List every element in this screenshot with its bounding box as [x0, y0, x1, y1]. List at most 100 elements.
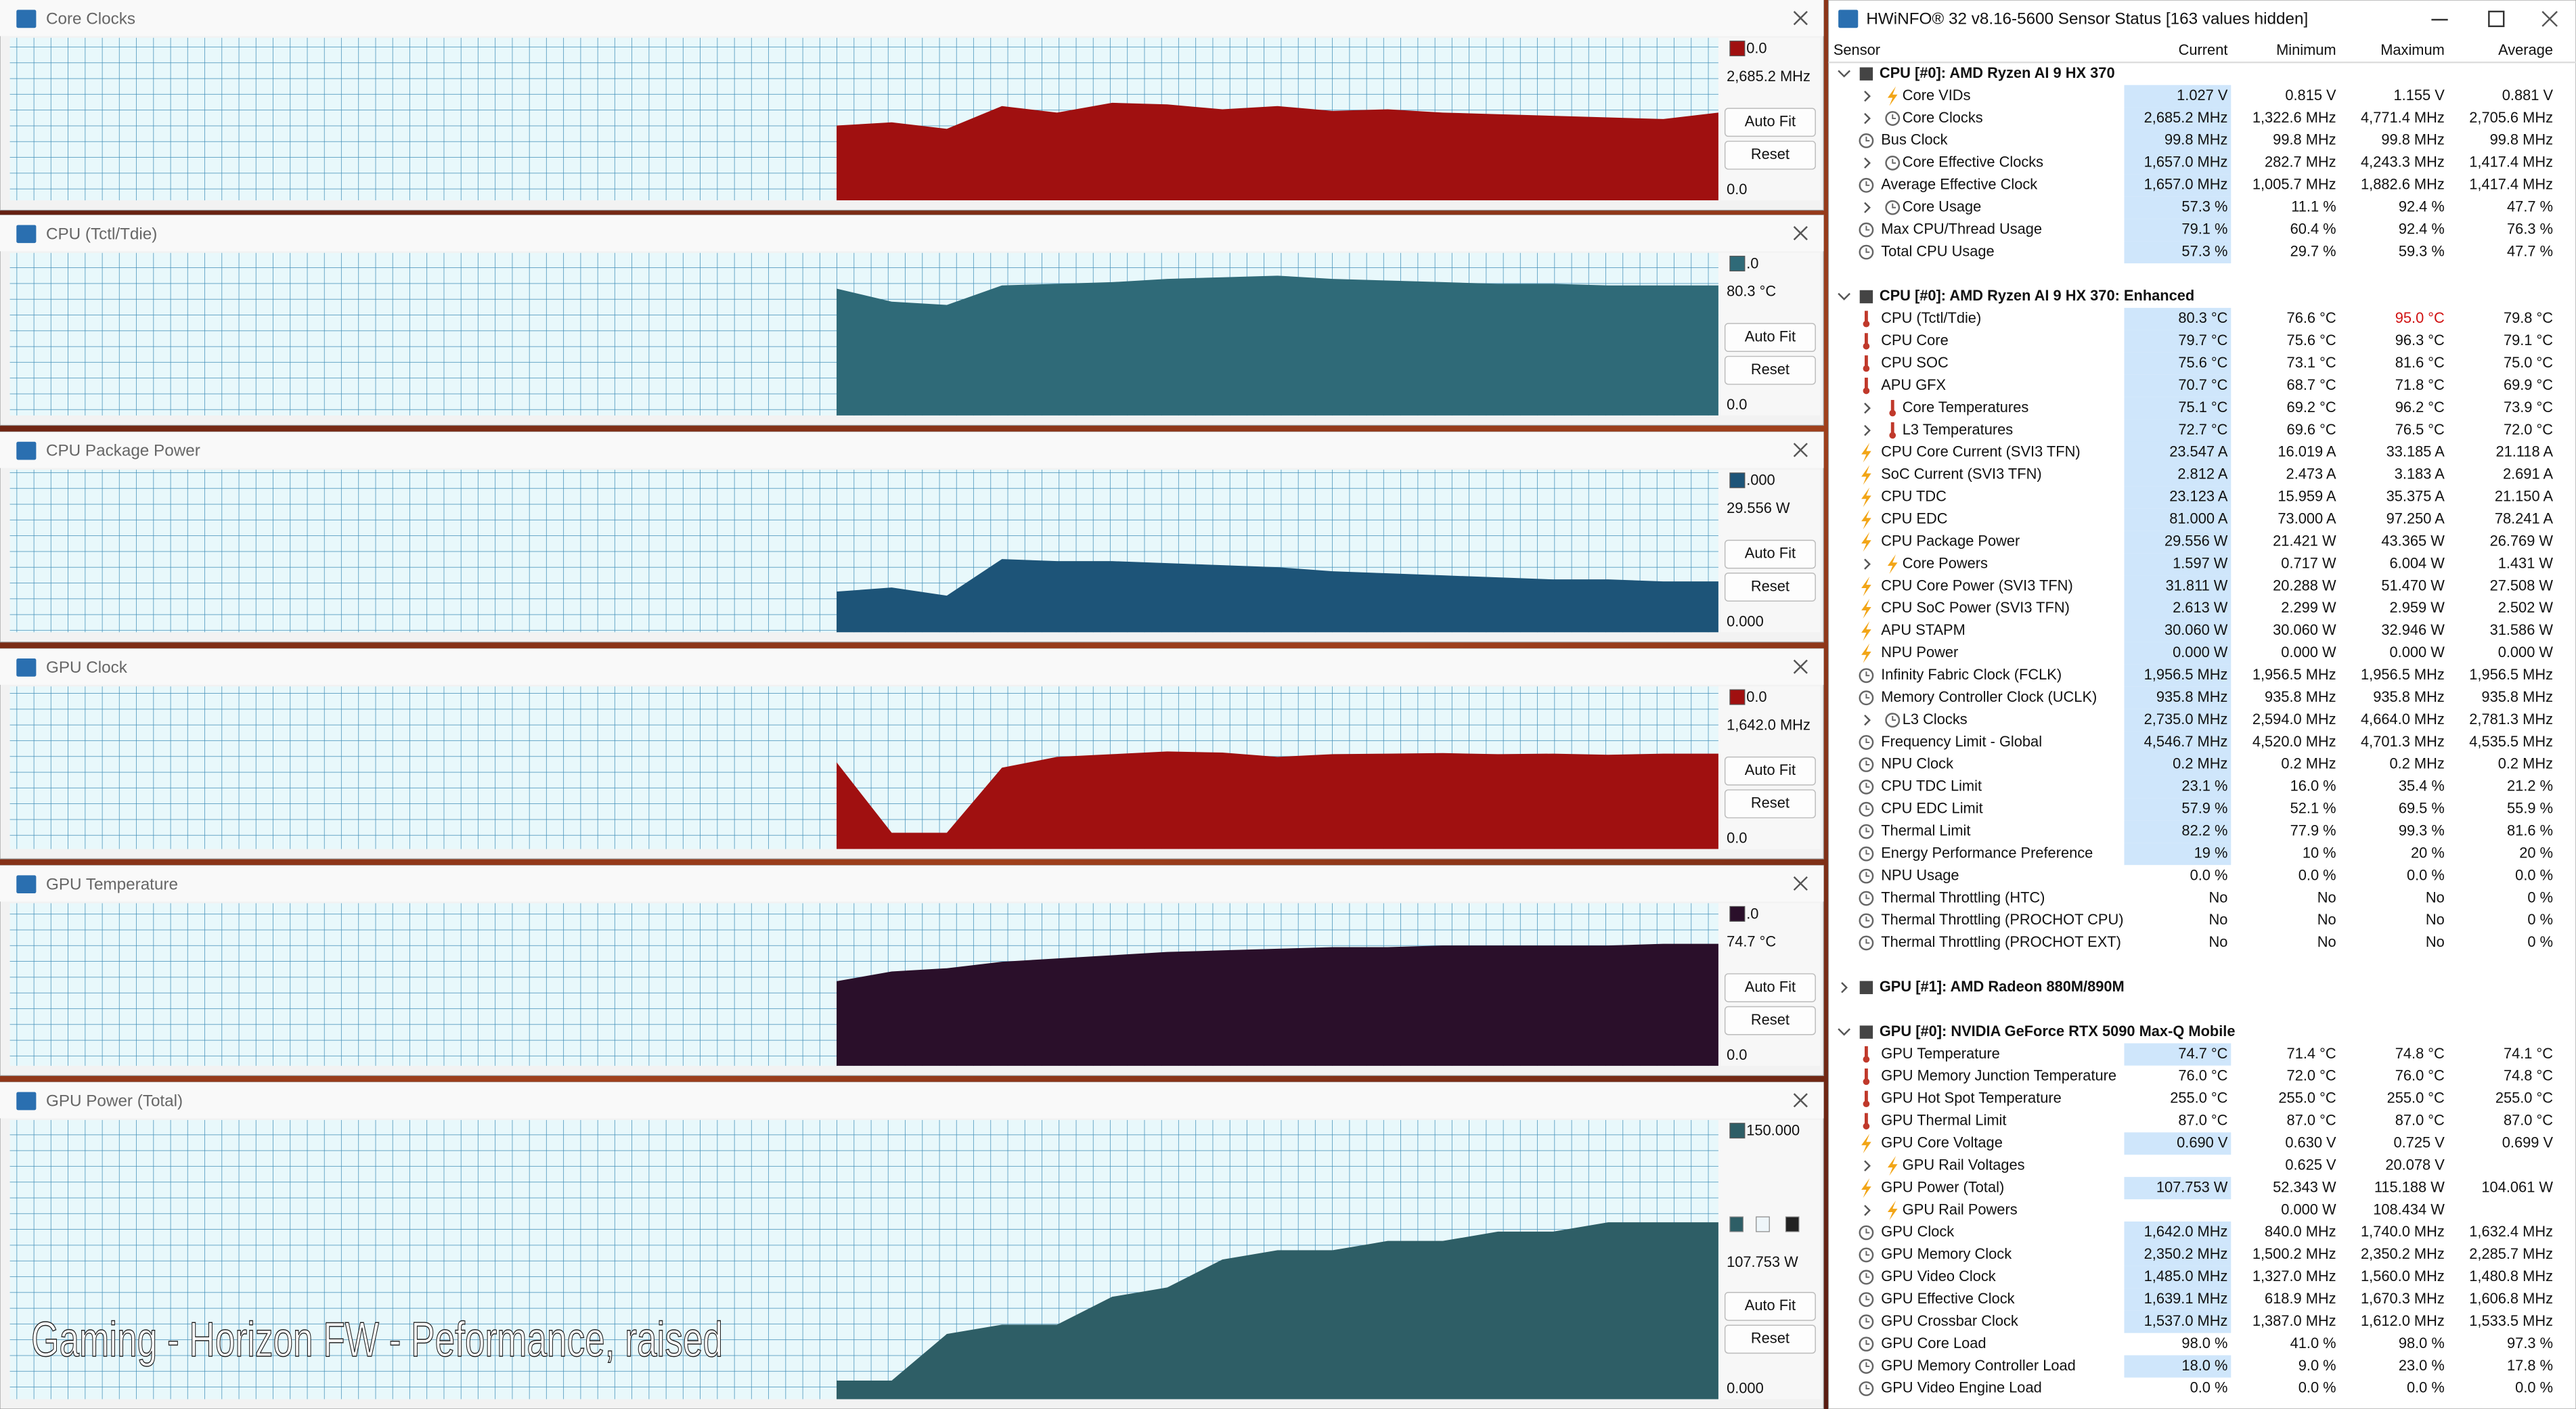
- sensor-value: 935.8 MHz: [2373, 688, 2445, 705]
- column-header[interactable]: Current: [2179, 41, 2228, 58]
- expand-arrow[interactable]: [1864, 558, 1871, 570]
- sensor-name: CPU (Tctl/Tdie): [1881, 309, 1981, 326]
- button[interactable]: [1724, 789, 1816, 819]
- button[interactable]: [1724, 140, 1816, 170]
- sensor-value: 1,606.8 MHz: [2469, 1290, 2553, 1307]
- sensor-value: 74.1 °C: [2504, 1045, 2553, 1062]
- expand-arrow[interactable]: [1864, 714, 1871, 726]
- close-button[interactable]: [1793, 659, 1808, 674]
- color-swatch[interactable]: [1785, 1216, 1800, 1232]
- current-label: 80.3 °C: [1727, 283, 1776, 300]
- expand-arrow[interactable]: [1864, 90, 1871, 102]
- title-bar: [0, 432, 1824, 468]
- button-label: Reset: [1751, 1011, 1790, 1028]
- clock-icon: [1859, 690, 1874, 706]
- clock-icon: [1865, 1362, 1870, 1368]
- expand-arrow[interactable]: [1864, 202, 1871, 213]
- button[interactable]: [1724, 973, 1816, 1002]
- sensor-value: 69.5 %: [2399, 800, 2445, 817]
- sensor-value: 92.4 %: [2399, 220, 2445, 237]
- app-icon: [16, 441, 37, 460]
- color-swatch[interactable]: [1729, 689, 1746, 705]
- sensor-value: 97.3 %: [2507, 1335, 2553, 1351]
- column-header[interactable]: Minimum: [2276, 41, 2336, 58]
- clock-icon: [1865, 1228, 1870, 1234]
- collapse-arrow[interactable]: [1838, 292, 1850, 300]
- sensor-value: 71.8 °C: [2395, 376, 2445, 393]
- sensor-value: 95.0 °C: [2395, 309, 2445, 326]
- close-button[interactable]: [1793, 226, 1808, 241]
- sensor-value: No: [2317, 911, 2336, 928]
- color-swatch[interactable]: [1729, 905, 1746, 922]
- expand-arrow[interactable]: [1864, 112, 1871, 125]
- button[interactable]: [1724, 756, 1816, 786]
- button[interactable]: [1724, 1006, 1816, 1035]
- expand-arrow[interactable]: [1864, 424, 1871, 437]
- close-button[interactable]: [2541, 11, 2558, 27]
- sensor-value: 255.0 °C: [2387, 1090, 2445, 1106]
- close-button[interactable]: [1793, 1093, 1808, 1108]
- group-header[interactable]: GPU [#0]: NVIDIA GeForce RTX 5090 Max-Q …: [1880, 1023, 2236, 1039]
- sensor-value: 0.2 MHz: [2498, 755, 2553, 772]
- sensor-value: 57.3 %: [2181, 198, 2227, 215]
- title-bar: [0, 865, 1824, 902]
- expand-arrow[interactable]: [1864, 1205, 1871, 1216]
- button-label: Auto Fit: [1745, 545, 1796, 562]
- sensor-value: 81.000 A: [2169, 510, 2228, 527]
- sensor-value: 108.434 W: [2373, 1201, 2445, 1217]
- collapse-arrow[interactable]: [1838, 1028, 1850, 1036]
- button[interactable]: [1724, 323, 1816, 353]
- clock-icon: [1865, 872, 1870, 877]
- sensor-name: GPU Core Load: [1881, 1335, 1986, 1351]
- close-button[interactable]: [1793, 443, 1808, 457]
- sensor-value: 1,639.1 MHz: [2144, 1290, 2228, 1307]
- sensor-name: CPU Core: [1881, 332, 1948, 349]
- maximize-button[interactable]: [2488, 10, 2505, 28]
- color-swatch[interactable]: [1729, 255, 1746, 271]
- sensor-value: 2,735.0 MHz: [2144, 711, 2228, 728]
- button[interactable]: [1724, 355, 1816, 385]
- sensor-value: 55.9 %: [2507, 800, 2553, 817]
- expand-arrow[interactable]: [1864, 1160, 1871, 1171]
- graph-area: [837, 943, 1718, 1066]
- group-header[interactable]: CPU [#0]: AMD Ryzen AI 9 HX 370: Enhance…: [1880, 287, 2194, 304]
- current-label: 107.753 W: [1727, 1253, 1798, 1270]
- color-swatch[interactable]: [1729, 41, 1746, 57]
- clock-icon: [1885, 713, 1901, 728]
- sensor-value: 79.1 °C: [2504, 332, 2553, 349]
- button[interactable]: [1724, 1324, 1816, 1354]
- color-swatch[interactable]: [1729, 1123, 1746, 1139]
- sensor-value: 18.0 %: [2181, 1357, 2227, 1374]
- color-swatch[interactable]: [1729, 1216, 1744, 1232]
- collapse-arrow[interactable]: [1838, 70, 1850, 78]
- expand-arrow[interactable]: [1841, 982, 1848, 993]
- sensor-value: 52.343 W: [2273, 1178, 2336, 1195]
- expand-arrow[interactable]: [1864, 402, 1871, 414]
- current-highlight: [2124, 1043, 2231, 1066]
- sensor-value: 1,670.3 MHz: [2361, 1290, 2445, 1307]
- button[interactable]: [1724, 1291, 1816, 1321]
- column-header[interactable]: Maximum: [2380, 41, 2445, 58]
- close-button[interactable]: [1793, 11, 1808, 26]
- sensor-value: No: [2317, 889, 2336, 905]
- color-swatch[interactable]: [1756, 1216, 1770, 1232]
- sensor-name: L3 Clocks: [1903, 711, 1968, 728]
- sensor-value: 1,560.0 MHz: [2361, 1268, 2445, 1284]
- button[interactable]: [1724, 108, 1816, 137]
- color-swatch[interactable]: [1729, 472, 1746, 489]
- sensor-name: APU STAPM: [1881, 621, 1966, 638]
- chip-icon: [1859, 981, 1873, 994]
- column-header[interactable]: Average: [2498, 41, 2553, 58]
- expand-arrow[interactable]: [1864, 157, 1871, 169]
- temp-icon: [1864, 311, 1868, 324]
- sensor-value: 20.288 W: [2273, 577, 2336, 594]
- sensor-value: 19 %: [2194, 844, 2228, 861]
- sensor-value: 0.725 V: [2394, 1134, 2445, 1151]
- button[interactable]: [1724, 539, 1816, 569]
- close-button[interactable]: [1793, 876, 1808, 891]
- sensor-name: GPU Power (Total): [1881, 1178, 2004, 1195]
- group-header[interactable]: GPU [#1]: AMD Radeon 880M/890M: [1880, 978, 2125, 995]
- column-header[interactable]: Sensor: [1834, 41, 1880, 58]
- button[interactable]: [1724, 573, 1816, 602]
- group-header[interactable]: CPU [#0]: AMD Ryzen AI 9 HX 370: [1880, 64, 2115, 81]
